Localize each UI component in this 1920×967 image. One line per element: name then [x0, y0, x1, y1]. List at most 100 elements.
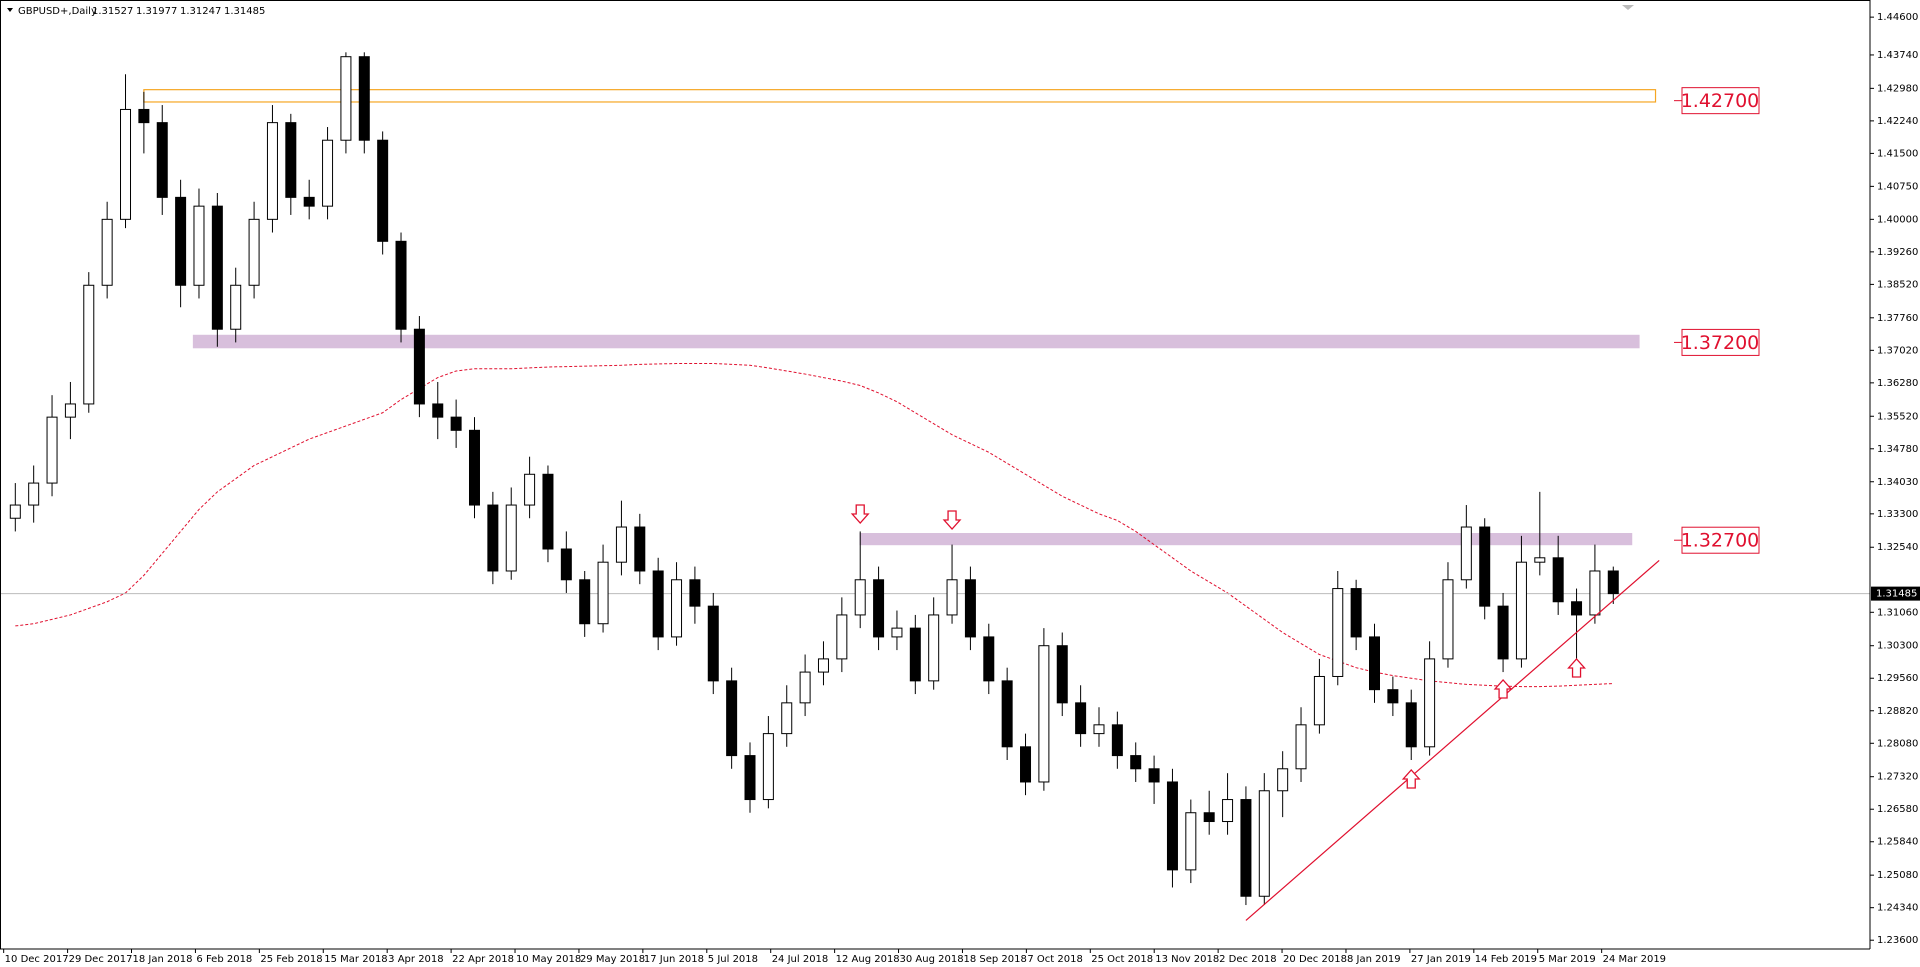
current-price-tag	[1871, 586, 1920, 601]
x-tick-label: 12 Aug 2018	[836, 954, 900, 965]
candle-body	[1515, 561, 1527, 660]
candle-body	[248, 218, 260, 286]
candle-body	[1056, 645, 1068, 704]
candle-body	[303, 196, 315, 207]
candle-body	[744, 755, 756, 801]
candle-body	[101, 218, 113, 286]
candle-body	[1093, 724, 1105, 735]
header-price: 1.31247	[180, 6, 221, 17]
up-arrow	[1567, 658, 1586, 678]
candle-body	[9, 504, 21, 519]
x-tick-label: 24 Mar 2019	[1603, 954, 1666, 965]
candle-body	[689, 579, 701, 607]
symbol-menu-icon[interactable]	[7, 8, 13, 12]
candle-body	[762, 733, 774, 801]
candle-body	[1350, 588, 1362, 638]
down-arrow	[850, 504, 870, 524]
zone	[192, 334, 1640, 349]
candle-body	[1277, 768, 1289, 792]
y-tick-label: 1.32540	[1877, 542, 1918, 553]
candle-body	[1479, 526, 1491, 607]
candle-body	[28, 482, 40, 506]
candle-body	[707, 605, 719, 682]
candle-body	[1166, 781, 1178, 871]
candle-body	[1001, 680, 1013, 748]
candle-body	[579, 579, 591, 625]
candle-body	[671, 579, 683, 638]
candle-body	[1038, 645, 1050, 783]
y-tick-label: 1.28820	[1877, 706, 1918, 717]
candle-body	[1424, 658, 1436, 748]
y-tick-label: 1.39260	[1877, 247, 1918, 258]
trendline	[1245, 559, 1660, 921]
y-tick-label: 1.36280	[1877, 378, 1918, 389]
candle-body	[1387, 689, 1399, 704]
y-tick-label: 1.25840	[1877, 837, 1918, 848]
candle-body	[1075, 702, 1087, 735]
candle-body	[652, 570, 664, 638]
candle-body	[854, 579, 866, 616]
x-tick-label: 27 Jan 2019	[1411, 954, 1471, 965]
x-tick-label: 17 Jun 2018	[644, 954, 704, 965]
candle-body	[211, 205, 223, 330]
shift-marker	[1622, 5, 1634, 10]
candle-body	[156, 122, 168, 198]
y-tick-label: 1.44600	[1877, 12, 1918, 23]
candle-body	[450, 416, 462, 431]
y-tick-label: 1.43740	[1877, 50, 1918, 61]
x-tick-label: 3 Apr 2018	[388, 954, 443, 965]
x-tick-label: 5 Mar 2019	[1539, 954, 1596, 965]
x-tick-label: 15 Mar 2018	[324, 954, 387, 965]
candle-body	[726, 680, 738, 757]
x-tick-label: 29 Dec 2017	[69, 954, 133, 965]
candle-body	[285, 122, 297, 198]
y-tick-label: 1.34780	[1877, 444, 1918, 455]
candle-body	[542, 473, 554, 550]
y-tick-label: 1.41500	[1877, 148, 1918, 159]
x-tick-label: 6 Feb 2018	[196, 954, 252, 965]
y-tick-label: 1.33300	[1877, 509, 1918, 520]
x-tick-label: 20 Dec 2018	[1283, 954, 1347, 965]
candle-body	[1405, 702, 1417, 748]
candle-body	[1497, 605, 1509, 660]
candle-body	[1460, 526, 1472, 581]
symbol-label: GBPUSD+,Daily	[18, 6, 97, 17]
candle-body	[1571, 601, 1583, 616]
level-box	[1681, 526, 1760, 554]
candle-body	[1111, 724, 1123, 757]
header-price: 1.31485	[224, 6, 265, 17]
x-tick-label: 24 Jul 2018	[772, 954, 829, 965]
candle-body	[230, 284, 242, 330]
candle-body	[64, 403, 76, 418]
y-tick-label: 1.37760	[1877, 313, 1918, 324]
candle-body	[358, 56, 370, 141]
candle-body	[468, 429, 480, 506]
x-tick-label: 25 Feb 2018	[260, 954, 322, 965]
y-tick-label: 1.24340	[1877, 903, 1918, 914]
candle-body	[524, 473, 536, 506]
y-tick-label: 1.31060	[1877, 607, 1918, 618]
level-label: 1.37200	[1681, 332, 1760, 354]
x-tick-label: 30 Aug 2018	[900, 954, 964, 965]
y-tick-label: 1.27320	[1877, 772, 1918, 783]
up-arrow	[1493, 679, 1513, 699]
y-tick-label: 1.28080	[1877, 738, 1918, 749]
candle-body	[1313, 675, 1325, 726]
y-tick-label: 1.42980	[1877, 83, 1918, 94]
x-tick-label: 7 Oct 2018	[1027, 954, 1082, 965]
level-label: 1.32700	[1681, 530, 1760, 552]
candle-body	[46, 416, 58, 484]
candle-body	[836, 614, 848, 660]
candle-body	[505, 504, 517, 572]
candle-body	[1589, 570, 1601, 616]
candle-body	[1369, 636, 1381, 691]
x-tick-label: 5 Jul 2018	[708, 954, 758, 965]
candle-body	[615, 526, 627, 563]
x-tick-label: 14 Feb 2019	[1475, 954, 1537, 965]
x-tick-label: 10 Dec 2017	[5, 954, 69, 965]
candle-body	[1442, 579, 1454, 660]
current-price-label: 1.31485	[1876, 589, 1917, 600]
